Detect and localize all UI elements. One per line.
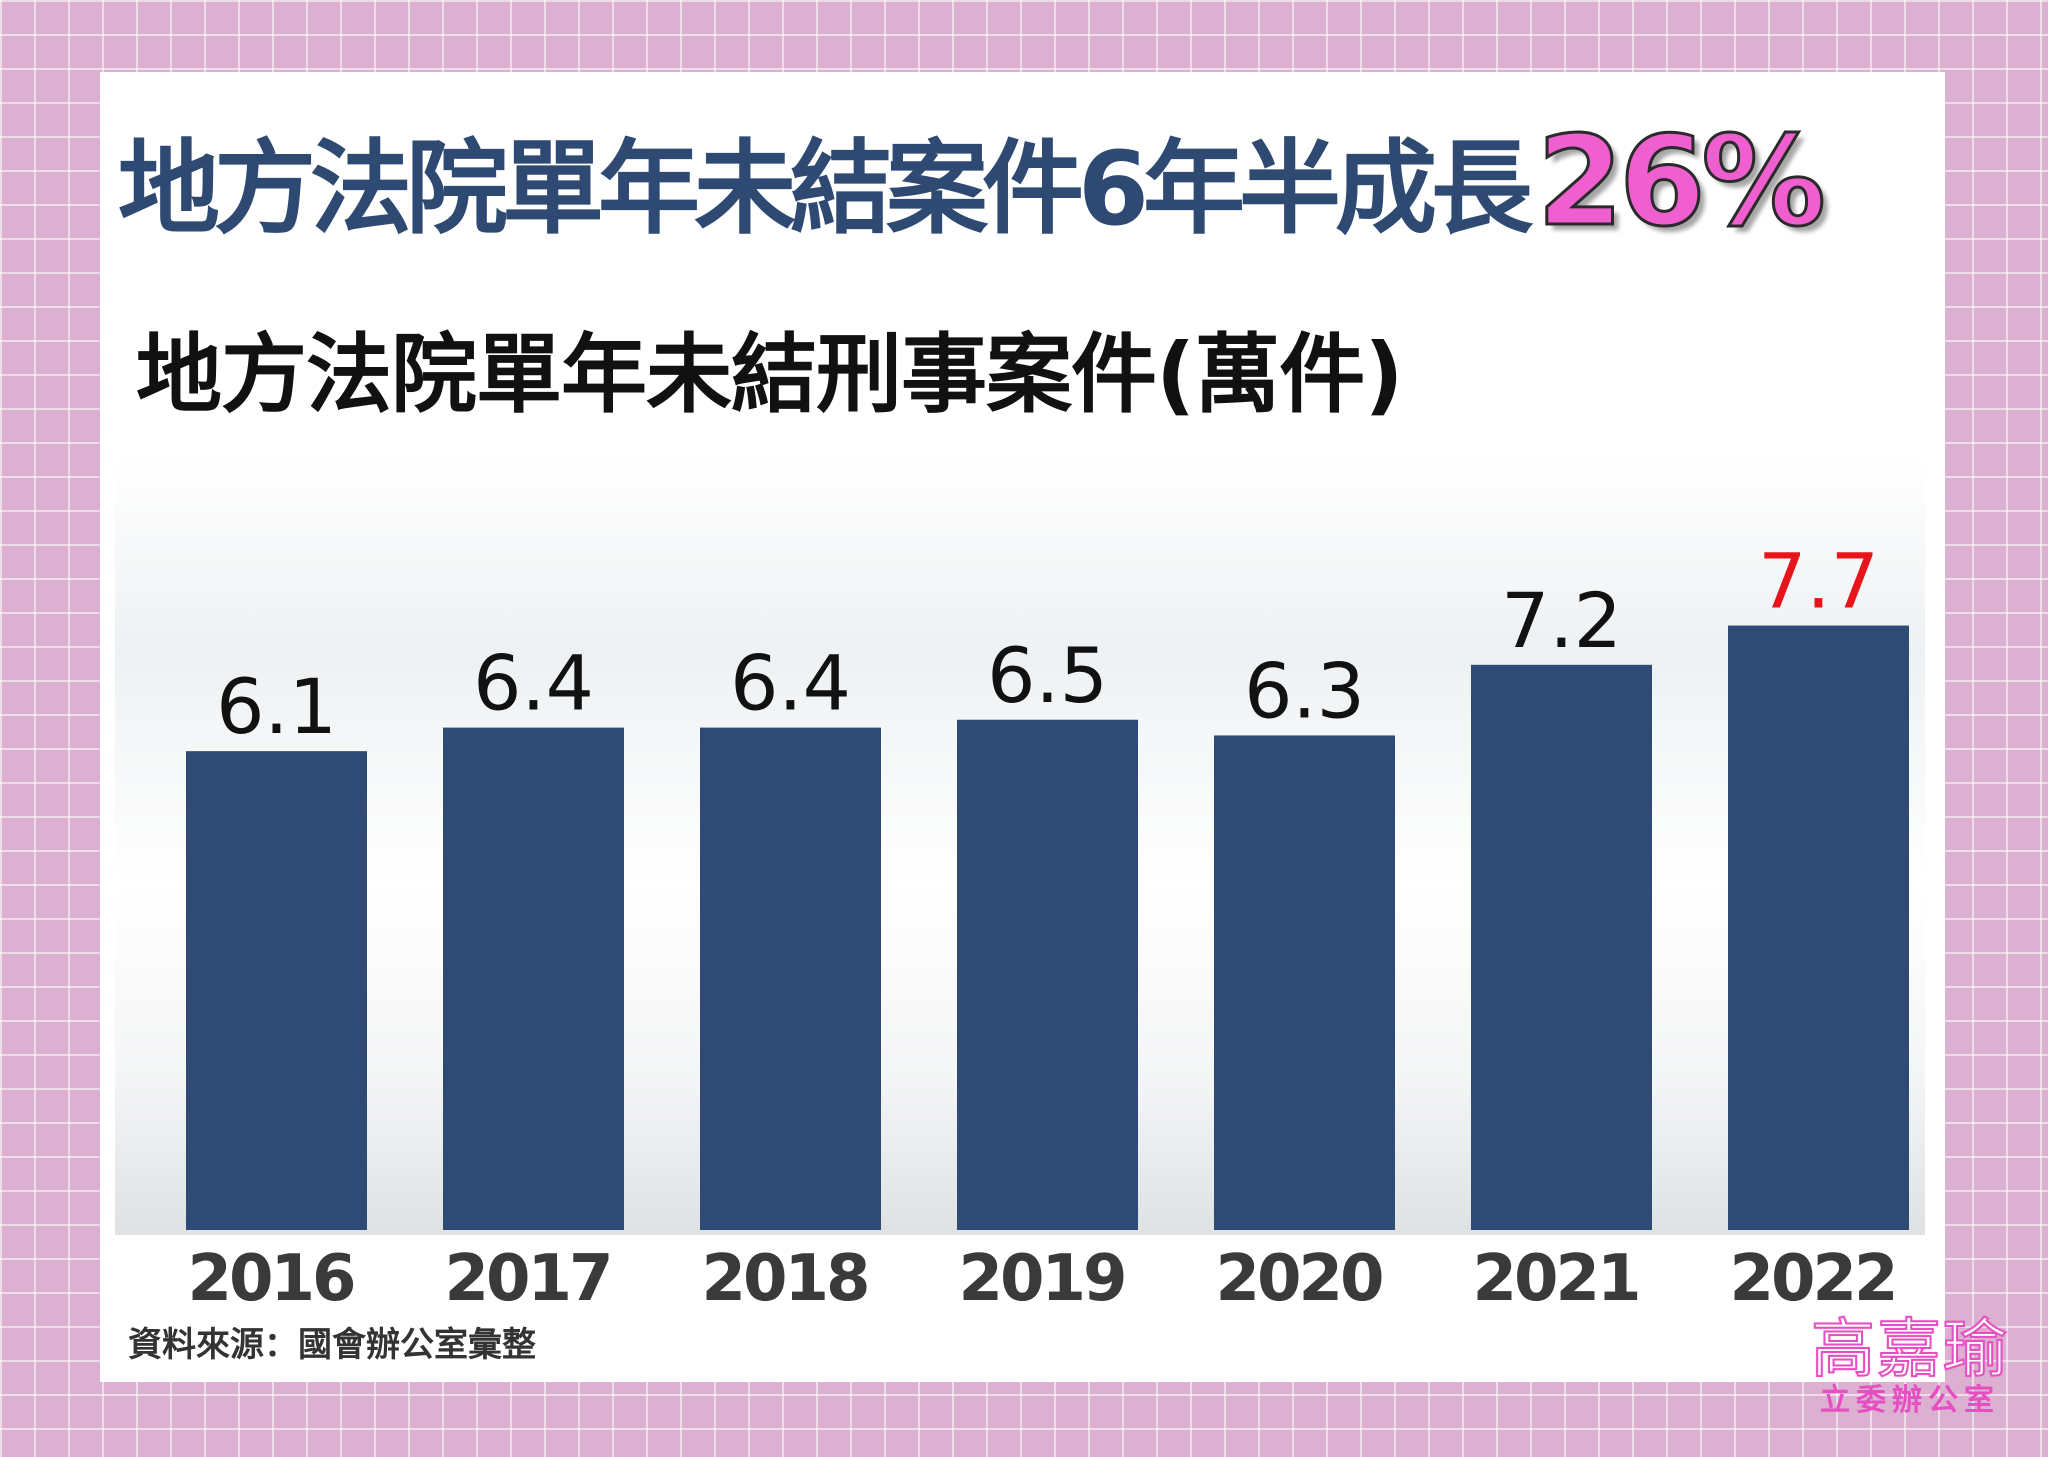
value-label-2018: 6.4: [730, 639, 851, 728]
category-label-2019: 2019: [958, 1242, 1124, 1316]
bar-2016: [186, 751, 367, 1230]
bar-2022: [1728, 625, 1909, 1230]
chart-title: 地方法院單年未結刑事案件(萬件): [136, 325, 1404, 425]
category-label-2020: 2020: [1215, 1242, 1382, 1316]
office-logo: 高嘉瑜 立委辦公室: [1790, 1313, 2030, 1418]
bar-2017: [443, 727, 624, 1230]
category-label-2021: 2021: [1472, 1242, 1638, 1316]
bar-2018: [700, 727, 881, 1230]
headline: 地方法院單年未結案件6年半成長26%: [118, 119, 1827, 246]
bar-2020: [1214, 735, 1395, 1230]
headline-text: 地方法院單年未結案件6年半成長: [118, 130, 1533, 249]
logo-name: 高嘉瑜: [1810, 1313, 2009, 1387]
value-label-2017: 6.4: [473, 639, 594, 728]
value-label-2021: 7.2: [1501, 576, 1622, 665]
logo-office: 立委辦公室: [1820, 1383, 2000, 1418]
value-label-2020: 6.3: [1244, 646, 1365, 735]
category-label-2016: 2016: [187, 1242, 354, 1316]
bar-2019: [957, 719, 1138, 1230]
category-label-2022: 2022: [1729, 1242, 1895, 1316]
value-label-2016: 6.1: [216, 662, 337, 751]
headline-highlight: 26%: [1535, 110, 1827, 254]
bar-2021: [1471, 664, 1652, 1230]
value-label-2019: 6.5: [987, 631, 1108, 720]
category-label-2018: 2018: [701, 1242, 867, 1316]
value-label-2022: 7.7: [1758, 537, 1879, 626]
source-note: 資料來源：國會辦公室彙整: [128, 1325, 536, 1365]
category-label-2017: 2017: [444, 1242, 610, 1316]
